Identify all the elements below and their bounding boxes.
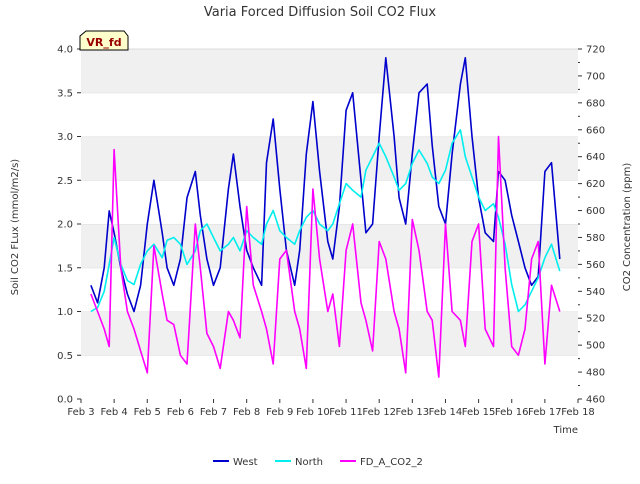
legend-label: North <box>295 457 323 468</box>
grid-band <box>81 92 578 137</box>
x-tick-label: Feb 11 <box>329 407 363 418</box>
series-layer <box>90 56 561 378</box>
badge-label: VR_fd <box>86 36 121 49</box>
y-left-tick-label: 2.5 <box>57 176 73 187</box>
y-right-tick-label: 540 <box>586 287 605 298</box>
y-right-tick-label: 700 <box>586 71 605 82</box>
y-left-tick-label: 4.0 <box>57 45 73 56</box>
x-tick-label: Feb 5 <box>134 407 161 418</box>
y-left-axis-label: Soil CO2 FLux (mmol/m2/s) <box>10 159 21 296</box>
y-left-axis-ticks: 0.0 0.5 1.0 1.5 2.0 2.5 3.0 3.5 4.0 <box>57 45 81 406</box>
x-tick-label: Feb 17 <box>528 407 562 418</box>
y-right-tick-label: 480 <box>586 368 605 379</box>
vr-fd-badge: VR_fd <box>79 30 129 51</box>
grid-band <box>81 355 578 399</box>
y-left-tick-label: 3.0 <box>57 132 73 143</box>
series-line-fd-a-co2-2 <box>90 135 561 378</box>
x-tick-label: Feb 15 <box>462 407 496 418</box>
x-tick-label: Feb 8 <box>233 407 260 418</box>
x-tick-label: Feb 4 <box>101 407 128 418</box>
x-tick-label: Feb 13 <box>396 407 430 418</box>
x-tick-label: Feb 3 <box>67 407 94 418</box>
y-left-tick-label: 3.5 <box>57 88 73 99</box>
x-tick-label: Feb 12 <box>362 407 396 418</box>
legend: West North FD_A_CO2_2 <box>213 457 423 468</box>
y-right-tick-label: 560 <box>586 260 605 271</box>
x-tick-label: Feb 14 <box>429 407 463 418</box>
y-right-axis-ticks: 460 480 500 520 540 560 580 600 620 640 660 680 700 7… <box>578 45 605 406</box>
y-right-tick-label: 720 <box>586 45 605 56</box>
x-tick-label: Feb 7 <box>200 407 227 418</box>
grid-band <box>81 311 578 356</box>
y-right-axis-label: CO2 Concentration (ppm) <box>622 163 633 292</box>
x-tick-label: Feb 6 <box>167 407 194 418</box>
x-tick-label: Feb 16 <box>495 407 529 418</box>
chart-title: Varia Forced Diffusion Soil CO2 Flux <box>204 5 437 20</box>
y-right-tick-label: 660 <box>586 125 605 136</box>
y-right-tick-label: 680 <box>586 98 605 109</box>
y-left-tick-label: 1.5 <box>57 263 73 274</box>
y-right-tick-label: 620 <box>586 179 605 190</box>
y-right-tick-label: 580 <box>586 233 605 244</box>
legend-label: FD_A_CO2_2 <box>360 457 423 468</box>
y-left-tick-label: 1.0 <box>57 307 73 318</box>
x-tick-label: Feb 18 <box>561 407 595 418</box>
y-left-tick-label: 0.5 <box>57 351 73 362</box>
series-line-north <box>90 129 561 313</box>
y-right-tick-label: 600 <box>586 206 605 217</box>
y-right-tick-label: 640 <box>586 152 605 163</box>
y-left-tick-label: 2.0 <box>57 220 73 231</box>
series-line-west <box>90 56 561 313</box>
x-axis-label: Time <box>553 425 578 436</box>
y-right-tick-label: 520 <box>586 314 605 325</box>
y-right-tick-label: 500 <box>586 341 605 352</box>
badge-shape <box>79 30 129 51</box>
y-left-tick-label: 0.0 <box>57 395 73 406</box>
legend-label: West <box>233 457 258 468</box>
grid-band <box>81 49 578 93</box>
y-right-tick-label: 460 <box>586 395 605 406</box>
x-tick-label: Feb 10 <box>296 407 330 418</box>
x-axis-ticks: Feb 3 Feb 4 Feb 5 Feb 6 Feb 7 Feb 8 Feb 9 Feb 1… <box>67 399 595 418</box>
grid-band <box>81 136 578 181</box>
x-tick-label: Feb 9 <box>266 407 293 418</box>
